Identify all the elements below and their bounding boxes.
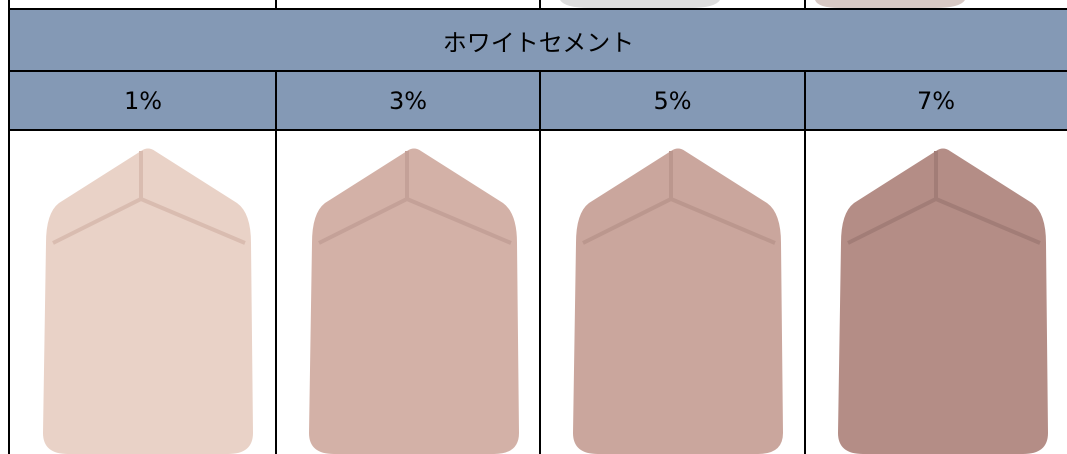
- sample-ridge: [52, 151, 246, 245]
- sample: [309, 148, 519, 454]
- sample-ridge: [847, 151, 1041, 245]
- rule: [8, 0, 10, 454]
- sample-ridge: [582, 151, 776, 245]
- rule: [8, 8, 1067, 10]
- sample-photo: [838, 148, 1048, 454]
- rule: [8, 129, 1067, 131]
- cropped-photo: [560, 0, 720, 8]
- column-header: 5%: [540, 71, 805, 130]
- sample: [43, 148, 253, 454]
- sample-ridge: [318, 151, 512, 245]
- sample-photo: [43, 148, 253, 454]
- rule: [275, 70, 277, 454]
- column-header: 1%: [10, 71, 276, 130]
- sample: [838, 148, 1048, 454]
- column-header: 3%: [276, 71, 540, 130]
- rule: [539, 0, 541, 10]
- rule: [8, 70, 1067, 72]
- rule: [275, 0, 277, 10]
- rule: [539, 70, 541, 454]
- sample: [573, 148, 783, 454]
- cropped-photo: [815, 0, 965, 8]
- sample-photo: [573, 148, 783, 454]
- sample-photo: [309, 148, 519, 454]
- group-header: ホワイトセメント: [10, 10, 1067, 71]
- rule: [804, 70, 806, 454]
- column-header: 7%: [805, 71, 1067, 130]
- rule: [804, 0, 806, 10]
